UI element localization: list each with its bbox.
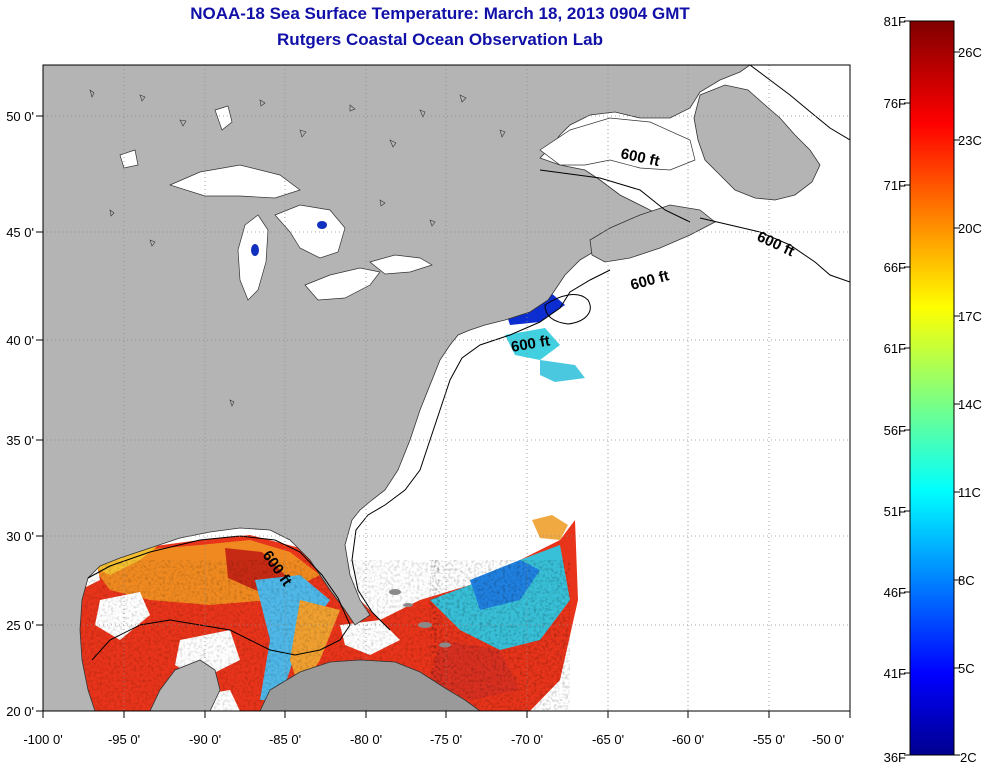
land-cuba	[259, 659, 481, 711]
colorbar-f-label: 61F	[884, 341, 906, 356]
x-tick-label: -75 0'	[430, 732, 462, 747]
colorbar-c-label: 2C	[960, 750, 977, 765]
colorbar-f-label: 46F	[884, 585, 906, 600]
y-tick-label: 20 0'	[6, 704, 34, 719]
sst-data-layer	[43, 228, 605, 711]
land-north-america	[43, 65, 751, 711]
colorbar-f-label: 76F	[884, 96, 906, 111]
graticule	[43, 65, 850, 711]
y-tick-label: 35 0'	[6, 433, 34, 448]
x-tick-label: -55 0'	[753, 732, 785, 747]
land-bahamas	[389, 589, 451, 648]
colorbar-f-label: 71F	[884, 178, 906, 193]
colorbar-c-label: 26C	[958, 45, 982, 60]
colorbar-f-label: 56F	[884, 423, 906, 438]
colorbar-f-label: 66F	[884, 260, 906, 275]
colorbar: 81F 76F 71F 66F 61F 56F 51F 46F 41F 36F …	[884, 14, 982, 765]
y-tick-label: 25 0'	[6, 618, 34, 633]
x-tick-label: -100 0'	[23, 732, 62, 747]
small-lakes	[89, 89, 506, 407]
x-tick-label: -70 0'	[511, 732, 543, 747]
y-tick-label: 40 0'	[6, 333, 34, 348]
colorbar-c-label: 5C	[958, 661, 975, 676]
colorbar-gradient	[909, 20, 955, 756]
colorbar-ticks	[904, 20, 960, 756]
land-yucatan	[149, 659, 221, 711]
x-tick-label: -85 0'	[269, 732, 301, 747]
colorbar-f-label: 41F	[884, 666, 906, 681]
colorbar-c-label: 14C	[958, 397, 982, 412]
y-axis-labels: 50 0' 45 0' 40 0' 35 0' 30 0' 25 0' 20 0…	[6, 109, 34, 719]
x-tick-label: -65 0'	[592, 732, 624, 747]
x-tick-label: -50 0'	[812, 732, 844, 747]
colorbar-c-label: 23C	[958, 133, 982, 148]
y-tick-label: 30 0'	[6, 529, 34, 544]
colorbar-c-label: 11C	[958, 485, 981, 500]
map-title: NOAA-18 Sea Surface Temperature: March 1…	[190, 4, 690, 23]
x-tick-label: -95 0'	[108, 732, 140, 747]
x-tick-label: -60 0'	[672, 732, 704, 747]
colorbar-c-label: 17C	[958, 309, 982, 324]
colorbar-c-label: 8C	[958, 573, 975, 588]
land-newfoundland	[693, 84, 821, 201]
x-tick-label: -80 0'	[350, 732, 382, 747]
contour-label-4: 600 ft	[510, 332, 552, 356]
x-tick-label: -90 0'	[189, 732, 221, 747]
tick-marks	[36, 115, 851, 718]
y-tick-label: 50 0'	[6, 109, 34, 124]
colorbar-f-label: 51F	[884, 504, 906, 519]
y-tick-label: 45 0'	[6, 225, 34, 240]
great-lakes	[119, 105, 696, 301]
colorbar-f-label: 81F	[884, 14, 906, 29]
colorbar-f-label: 36F	[884, 750, 906, 765]
isobath-600ft	[87, 65, 850, 661]
lake-data-spots	[251, 221, 327, 256]
map-subtitle: Rutgers Coastal Ocean Observation Lab	[277, 30, 603, 49]
x-axis-labels: -100 0' -95 0' -90 0' -85 0' -80 0' -75 …	[23, 732, 844, 747]
colorbar-c-label: 20C	[958, 221, 982, 236]
